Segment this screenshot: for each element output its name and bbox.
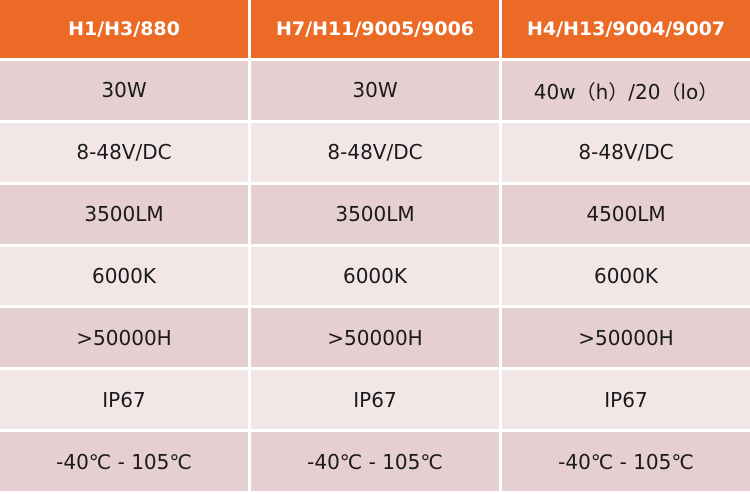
table-cell: 30W [0,61,248,120]
table-cell: IP67 [251,370,499,430]
table-row: IP67 IP67 IP67 [0,370,750,430]
table-cell: IP67 [0,370,248,430]
table-row: 3500LM 3500LM 4500LM [0,184,750,244]
table-header: H1/H3/880 H7/H11/9005/9006 H4/H13/9004/900… [0,0,750,58]
table-cell: 8-48V/DC [0,122,248,182]
table-cell: >50000H [502,308,750,368]
table-cell: 3500LM [251,184,499,244]
header-cell: H4/H13/9004/9007 [502,0,750,58]
table-cell: 40w（h）/20（lo） [502,61,750,120]
header-row: H1/H3/880 H7/H11/9005/9006 H4/H13/9004/900… [0,0,750,58]
header-cell: H1/H3/880 [0,0,248,58]
table-body: 30W 30W 40w（h）/20（lo） 8-48V/DC 8-48V/DC 8-48V… [0,61,750,491]
table-row: -40℃ - 105℃ -40℃ - 105℃ -40℃ - 105℃ [0,432,750,491]
table-row: 30W 30W 40w（h）/20（lo） [0,61,750,120]
table-cell: 6000K [502,246,750,306]
table-cell: >50000H [0,308,248,368]
table-cell: IP67 [502,370,750,430]
table-cell: -40℃ - 105℃ [251,432,499,491]
table-cell: -40℃ - 105℃ [502,432,750,491]
table-cell: >50000H [251,308,499,368]
table-cell: 8-48V/DC [502,122,750,182]
table-row: >50000H >50000H >50000H [0,308,750,368]
table-cell: 4500LM [502,184,750,244]
table-row: 8-48V/DC 8-48V/DC 8-48V/DC [0,122,750,182]
table-cell: 6000K [251,246,499,306]
header-cell: H7/H11/9005/9006 [251,0,499,58]
table-cell: 3500LM [0,184,248,244]
table-cell: -40℃ - 105℃ [0,432,248,491]
table-row: 6000K 6000K 6000K [0,246,750,306]
table-cell: 8-48V/DC [251,122,499,182]
table-cell: 6000K [0,246,248,306]
table-cell: 30W [251,61,499,120]
